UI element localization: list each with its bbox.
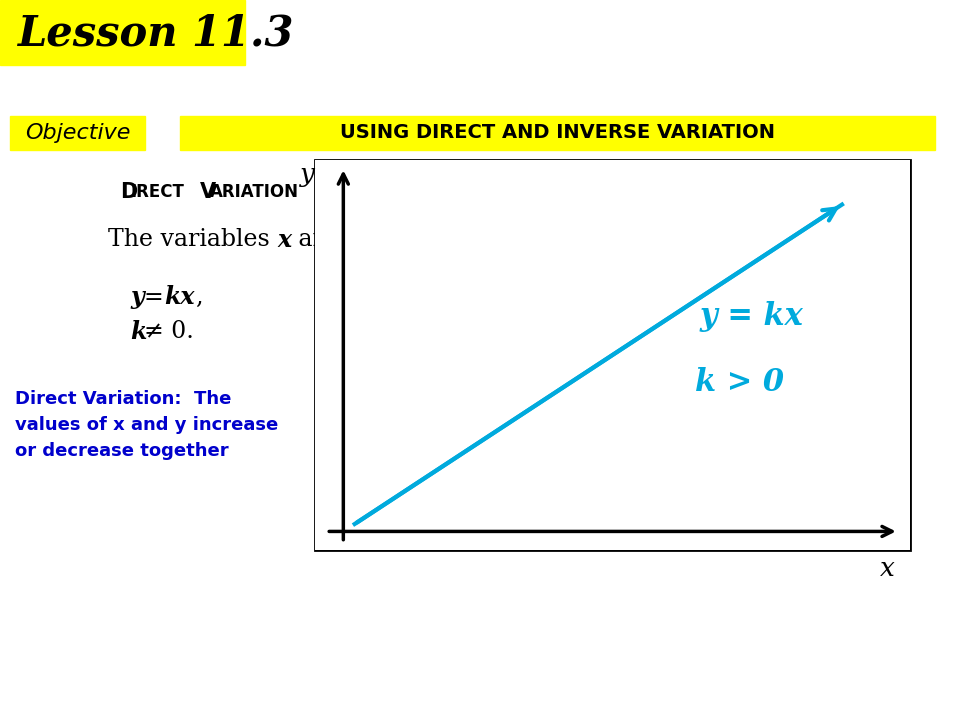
Text: D: D: [120, 182, 137, 202]
Text: k: k: [130, 320, 146, 344]
Text: k: k: [735, 228, 752, 252]
Text: Objective: Objective: [25, 123, 131, 143]
Text: ARIATION: ARIATION: [210, 183, 299, 201]
Bar: [10, 116, 145, 150]
Text: ≠ 0.: ≠ 0.: [144, 320, 194, 343]
Text: y: y: [130, 285, 144, 309]
Text: ,: ,: [195, 286, 203, 308]
Text: y: y: [300, 162, 315, 187]
Text: Direct Variation:  The
values of x and y increase
or decrease together: Direct Variation: The values of x and y …: [15, 390, 278, 460]
Text: k > 0: k > 0: [695, 367, 784, 398]
Text: x: x: [277, 228, 292, 252]
Text: x: x: [880, 556, 895, 580]
Text: Lesson 11.3: Lesson 11.3: [18, 12, 295, 54]
Text: y: y: [350, 228, 365, 252]
Text: vary directly if, for a constant: vary directly if, for a constant: [365, 228, 735, 251]
Bar: [315, 160, 910, 550]
Text: =: =: [144, 286, 171, 308]
Text: ,: ,: [752, 228, 759, 251]
Text: kx: kx: [164, 285, 195, 309]
Text: IRECT: IRECT: [130, 183, 184, 201]
Bar: [180, 116, 935, 150]
Text: and: and: [292, 228, 350, 251]
Bar: [0, 0, 245, 65]
Text: The variables: The variables: [108, 228, 277, 251]
Text: V: V: [200, 182, 216, 202]
Text: y = kx: y = kx: [700, 300, 804, 331]
Text: USING DIRECT AND INVERSE VARIATION: USING DIRECT AND INVERSE VARIATION: [340, 124, 775, 143]
